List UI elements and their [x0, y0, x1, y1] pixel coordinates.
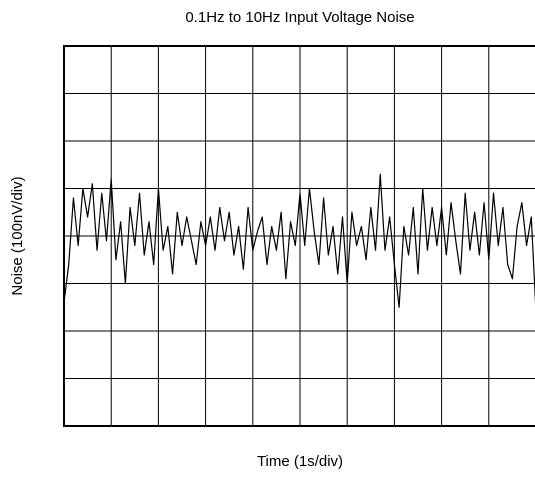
y-axis-label: Noise (100nV/div) [9, 176, 26, 295]
plot-frame [63, 45, 535, 427]
x-axis-label: Time (1s/div) [257, 453, 343, 470]
noise-line [63, 173, 535, 308]
chart-title: 0.1Hz to 10Hz Input Voltage Noise [185, 9, 414, 26]
